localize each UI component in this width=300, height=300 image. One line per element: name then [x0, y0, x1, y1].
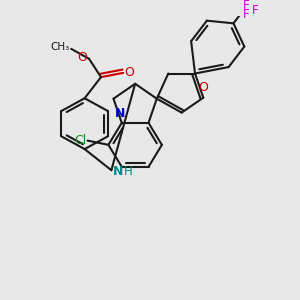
Text: CH₃: CH₃: [50, 43, 70, 52]
Text: F: F: [243, 8, 249, 21]
Text: O: O: [125, 66, 135, 80]
Text: H: H: [124, 165, 133, 178]
Text: O: O: [198, 81, 208, 94]
Text: N: N: [113, 165, 123, 178]
Text: O: O: [78, 51, 88, 64]
Text: Cl: Cl: [74, 134, 86, 147]
Text: F: F: [243, 0, 249, 13]
Text: F: F: [252, 4, 258, 17]
Text: N: N: [115, 107, 125, 120]
